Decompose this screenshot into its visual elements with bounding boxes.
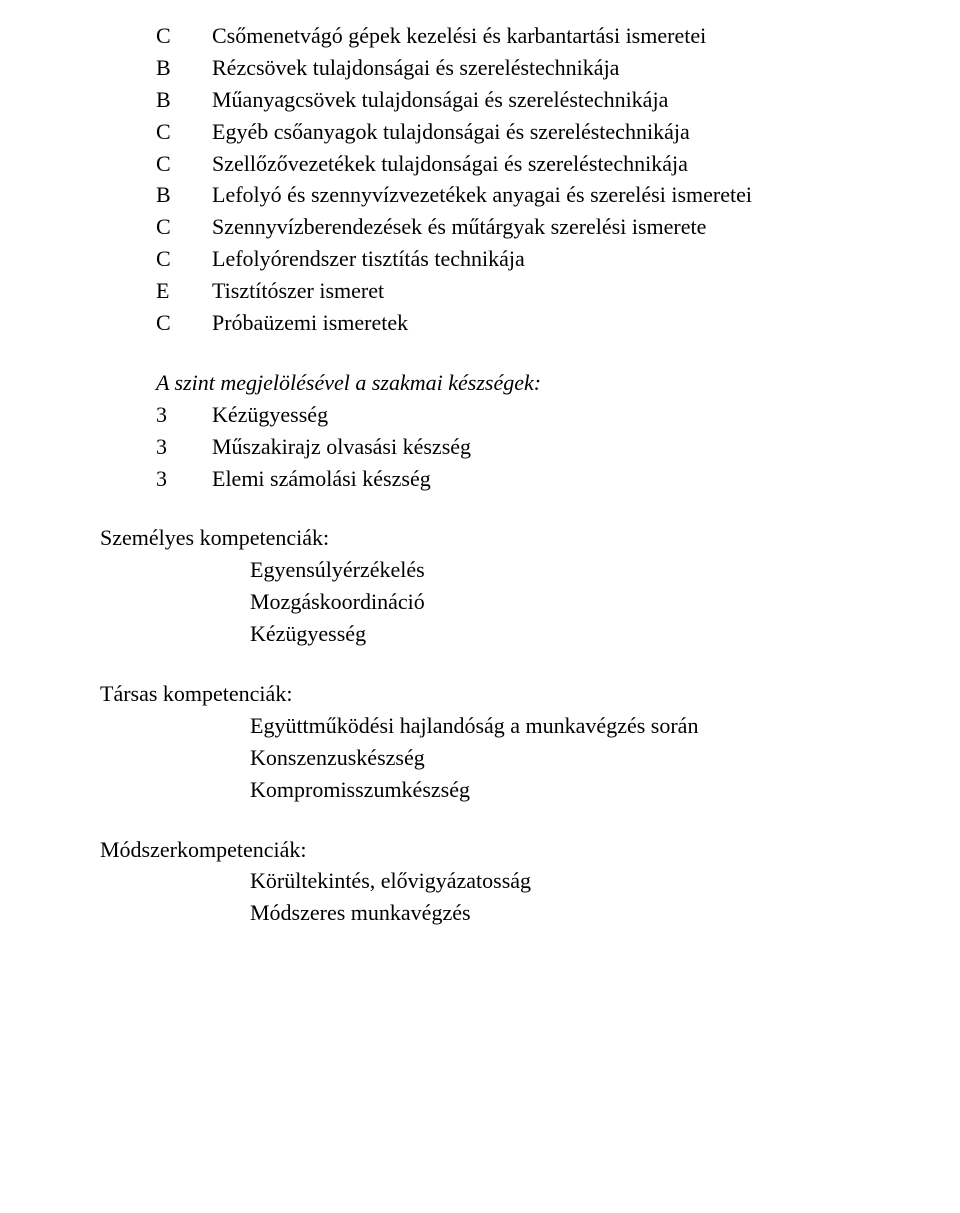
item-code: C <box>156 148 212 180</box>
item-code: C <box>156 116 212 148</box>
item-code: C <box>156 20 212 52</box>
item-text: Lefolyórendszer tisztítás technikája <box>212 243 860 275</box>
item-code: B <box>156 52 212 84</box>
list-item: C Lefolyórendszer tisztítás technikája <box>156 243 860 275</box>
skills-section: A szint megjelölésével a szakmai készség… <box>156 367 860 495</box>
list-item: Egyensúlyérzékelés <box>250 554 860 586</box>
list-item: Kompromisszumkészség <box>250 774 860 806</box>
item-code: E <box>156 275 212 307</box>
list-item: B Lefolyó és szennyvízvezetékek anyagai … <box>156 179 860 211</box>
list-item: C Egyéb csőanyagok tulajdonságai és szer… <box>156 116 860 148</box>
list-item: Mozgáskoordináció <box>250 586 860 618</box>
list-item: Körültekintés, elővigyázatosság <box>250 865 860 897</box>
method-heading: Módszerkompetenciák: <box>100 834 860 866</box>
item-text: Kézügyesség <box>212 399 860 431</box>
item-code: 3 <box>156 431 212 463</box>
personal-heading: Személyes kompetenciák: <box>100 522 860 554</box>
item-text: Elemi számolási készség <box>212 463 860 495</box>
topics-list: C Csőmenetvágó gépek kezelési és karbant… <box>156 20 860 339</box>
list-item: Együttműködési hajlandóság a munkavégzés… <box>250 710 860 742</box>
item-text: Műszakirajz olvasási készség <box>212 431 860 463</box>
item-text: Lefolyó és szennyvízvezetékek anyagai és… <box>212 179 860 211</box>
item-text: Szellőzővezetékek tulajdonságai és szere… <box>212 148 860 180</box>
item-code: C <box>156 211 212 243</box>
list-item: Módszeres munkavégzés <box>250 897 860 929</box>
list-item: C Szennyvízberendezések és műtárgyak sze… <box>156 211 860 243</box>
list-item: C Szellőzővezetékek tulajdonságai és sze… <box>156 148 860 180</box>
item-code: B <box>156 84 212 116</box>
method-competencies: Módszerkompetenciák: Körültekintés, előv… <box>100 834 860 930</box>
item-text: Rézcsövek tulajdonságai és szereléstechn… <box>212 52 860 84</box>
social-heading: Társas kompetenciák: <box>100 678 860 710</box>
document-page: C Csőmenetvágó gépek kezelési és karbant… <box>0 0 960 997</box>
list-item: B Rézcsövek tulajdonságai és szereléstec… <box>156 52 860 84</box>
list-item: Konszenzuskészség <box>250 742 860 774</box>
item-text: Próbaüzemi ismeretek <box>212 307 860 339</box>
list-item: C Próbaüzemi ismeretek <box>156 307 860 339</box>
list-item: 3 Kézügyesség <box>156 399 860 431</box>
item-code: 3 <box>156 399 212 431</box>
list-item: Kézügyesség <box>250 618 860 650</box>
personal-competencies: Személyes kompetenciák: Egyensúlyérzékel… <box>100 522 860 650</box>
item-code: B <box>156 179 212 211</box>
item-code: 3 <box>156 463 212 495</box>
item-text: Egyéb csőanyagok tulajdonságai és szerel… <box>212 116 860 148</box>
item-text: Tisztítószer ismeret <box>212 275 860 307</box>
list-item: E Tisztítószer ismeret <box>156 275 860 307</box>
skills-heading: A szint megjelölésével a szakmai készség… <box>156 367 860 399</box>
list-item: C Csőmenetvágó gépek kezelési és karbant… <box>156 20 860 52</box>
list-item: 3 Műszakirajz olvasási készség <box>156 431 860 463</box>
item-code: C <box>156 307 212 339</box>
item-text: Szennyvízberendezések és műtárgyak szere… <box>212 211 860 243</box>
list-item: 3 Elemi számolási készség <box>156 463 860 495</box>
item-text: Csőmenetvágó gépek kezelési és karbantar… <box>212 20 860 52</box>
item-text: Műanyagcsövek tulajdonságai és szerelést… <box>212 84 860 116</box>
item-code: C <box>156 243 212 275</box>
list-item: B Műanyagcsövek tulajdonságai és szerelé… <box>156 84 860 116</box>
social-competencies: Társas kompetenciák: Együttműködési hajl… <box>100 678 860 806</box>
